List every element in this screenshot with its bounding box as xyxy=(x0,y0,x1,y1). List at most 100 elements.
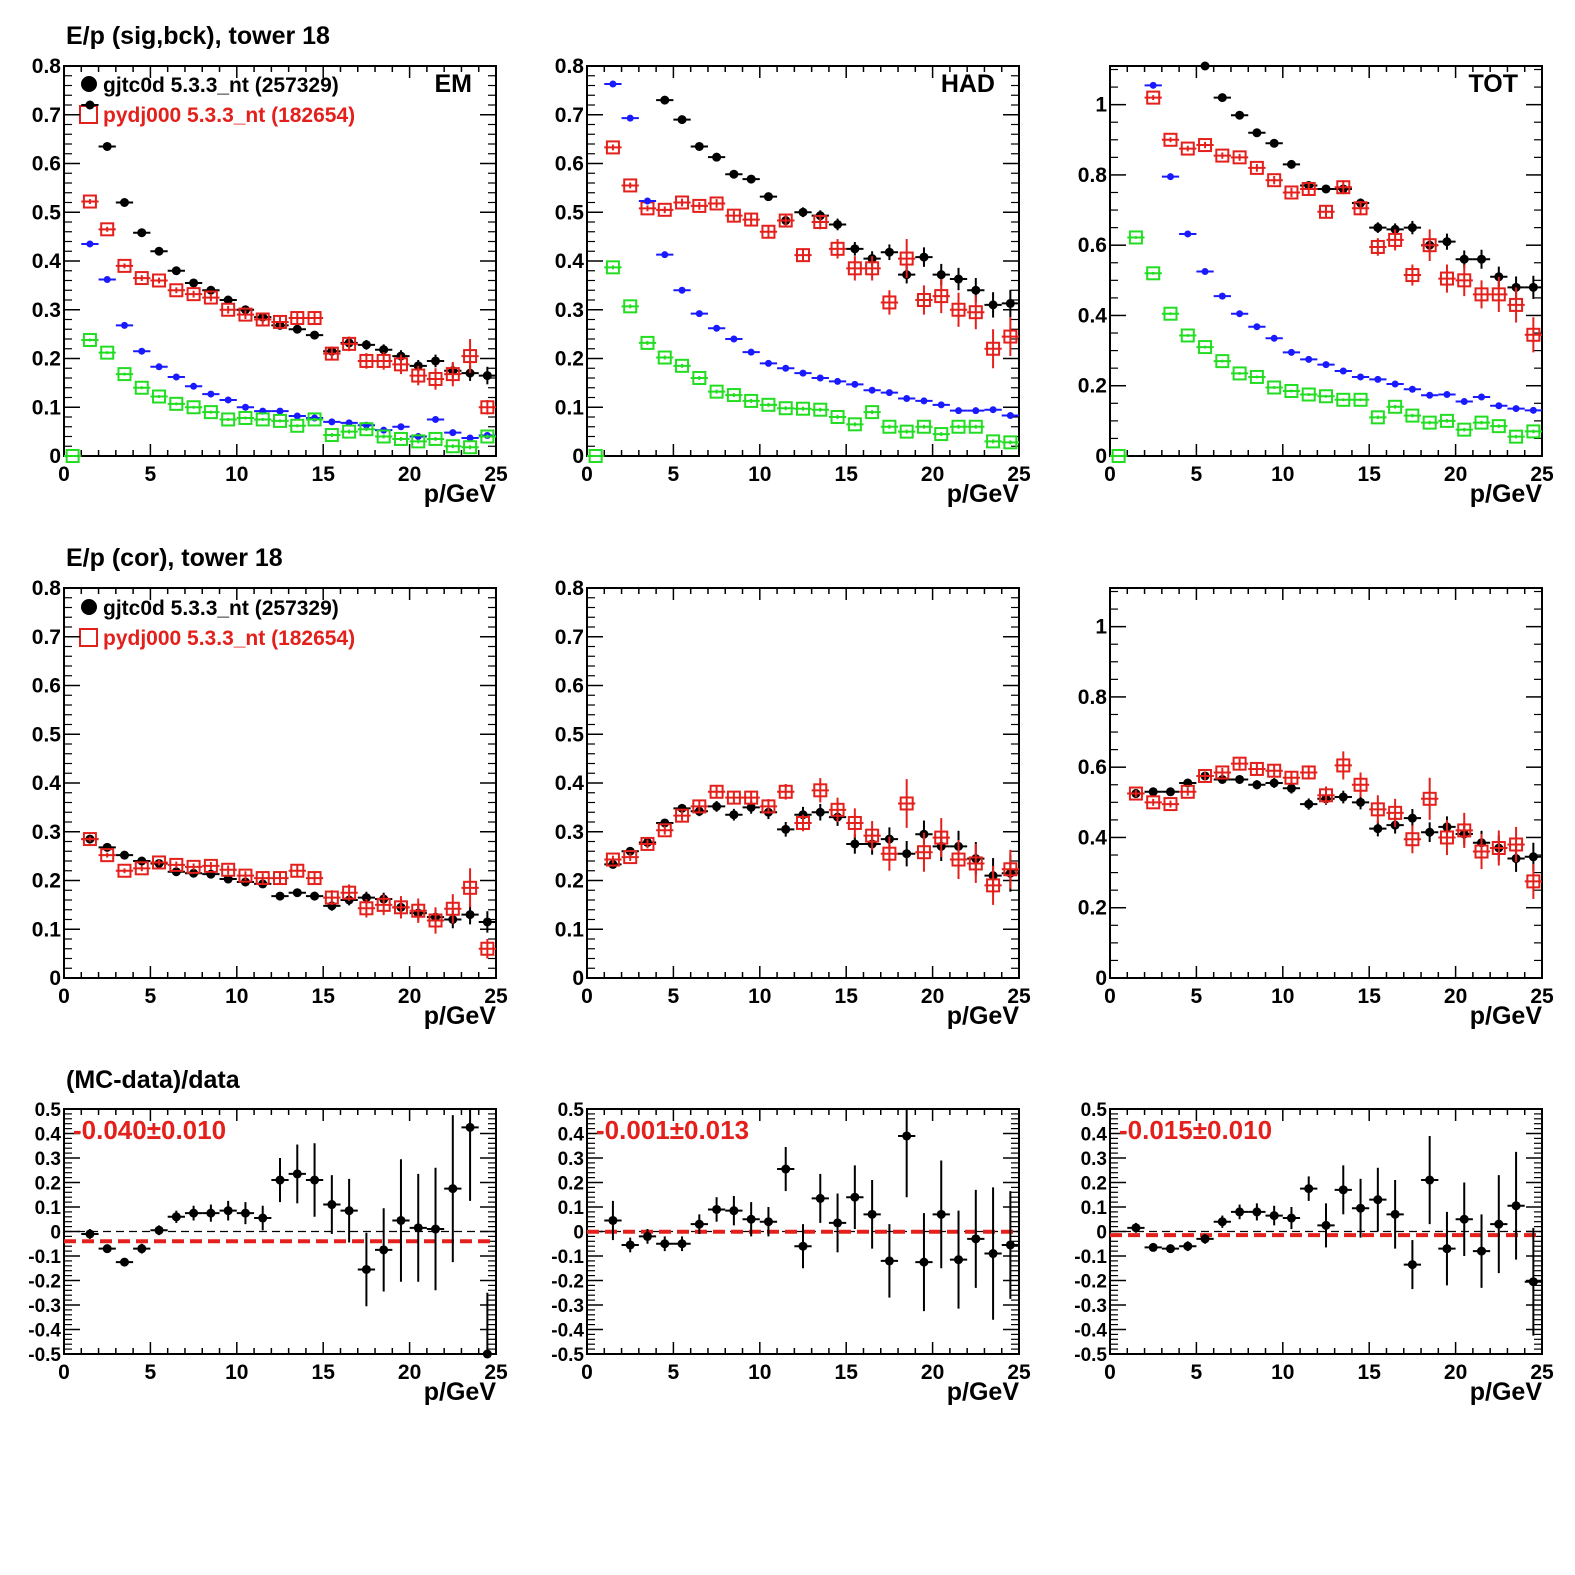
mc-marker xyxy=(307,871,322,886)
y-tick-label: -0.2 xyxy=(551,1272,584,1293)
data-point xyxy=(1282,783,1301,794)
mc-marker xyxy=(1526,874,1541,889)
data-point xyxy=(742,1202,760,1237)
sig-point xyxy=(880,389,899,397)
sig-marker xyxy=(816,374,824,382)
mc-marker xyxy=(203,290,218,305)
mc-marker xyxy=(1284,770,1299,785)
data-marker xyxy=(482,1349,492,1359)
sig-point xyxy=(638,197,657,205)
mc-point xyxy=(1507,287,1525,323)
mc-marker xyxy=(134,861,149,876)
data-point xyxy=(759,192,778,202)
data-marker xyxy=(154,246,164,256)
bck-marker xyxy=(238,410,253,425)
mc-point xyxy=(1144,90,1162,105)
data-point xyxy=(725,169,743,179)
sig-point xyxy=(202,390,220,398)
bck-marker xyxy=(1370,410,1385,425)
mc-marker xyxy=(934,289,949,304)
y-tick-label: -0.2 xyxy=(1074,1272,1107,1293)
mc-point xyxy=(323,346,341,361)
bck-point xyxy=(133,380,151,395)
data-point xyxy=(1196,61,1214,71)
mc-point xyxy=(1386,229,1404,251)
data-marker xyxy=(482,917,492,927)
y-tick-label: 0.2 xyxy=(32,870,61,893)
legend-mc-label: pydj000 5.3.3_nt (182654) xyxy=(103,627,355,650)
x-tick-label: 10 xyxy=(1271,463,1294,486)
data-marker xyxy=(729,169,739,179)
data-marker xyxy=(448,1184,458,1194)
data-marker xyxy=(1338,1185,1348,1195)
data-point xyxy=(133,228,151,238)
sig-point xyxy=(949,407,968,415)
bck-point xyxy=(219,412,237,427)
data-marker xyxy=(781,824,791,834)
bck-marker xyxy=(813,402,828,417)
bck-point xyxy=(949,419,968,434)
data-marker xyxy=(85,1229,95,1239)
data-marker xyxy=(292,1169,302,1179)
bck-marker xyxy=(1422,415,1437,430)
sig-marker xyxy=(1270,334,1278,342)
y-tick-label: 0 xyxy=(50,1223,61,1244)
x-tick-label: 15 xyxy=(835,1361,859,1384)
mc-point xyxy=(1524,317,1542,353)
mc-point xyxy=(340,884,358,901)
mc-point xyxy=(1334,180,1352,195)
y-tick-label: -0.1 xyxy=(1074,1247,1107,1268)
y-tick-label: 0.4 xyxy=(1078,304,1108,327)
series-data xyxy=(81,1109,496,1359)
data-marker xyxy=(223,295,233,305)
mc-marker xyxy=(1003,862,1018,877)
y-tick-label: -0.1 xyxy=(28,1247,61,1268)
row-title-sigbck: E/p (sig,bck), tower 18 xyxy=(66,22,330,50)
mc-marker xyxy=(221,302,236,317)
data-point xyxy=(357,1232,376,1307)
mc-point xyxy=(1230,150,1249,165)
fit-value-label: -0.001±0.013 xyxy=(596,1115,749,1145)
mc-marker xyxy=(709,784,724,799)
data-point xyxy=(288,888,306,898)
y-axis: 0 0.2 0.4 0.6 0.8 1 xyxy=(1078,590,1542,990)
data-marker xyxy=(1165,787,1175,797)
bck-marker xyxy=(986,434,1001,449)
bck-marker xyxy=(428,431,443,446)
bck-point xyxy=(1161,306,1180,321)
data-point xyxy=(1179,1241,1197,1252)
bck-marker xyxy=(324,428,339,443)
data-point xyxy=(115,198,134,207)
data-marker xyxy=(102,141,112,151)
mc-point xyxy=(375,894,393,916)
mc-marker xyxy=(152,273,167,288)
bck-marker xyxy=(1232,366,1247,381)
mc-point xyxy=(305,311,324,326)
data-point xyxy=(115,850,134,860)
mc-marker xyxy=(82,194,97,209)
data-point xyxy=(305,1143,324,1217)
data-point xyxy=(1386,1180,1404,1249)
x-tick-label: 5 xyxy=(145,463,157,486)
mc-marker xyxy=(1439,830,1454,845)
data-marker xyxy=(1252,128,1262,138)
mc-marker xyxy=(761,799,776,814)
bck-point xyxy=(604,260,622,275)
data-point xyxy=(288,1144,306,1204)
y-tick-label: 0.8 xyxy=(32,55,62,78)
sig-point xyxy=(288,412,306,420)
data-point xyxy=(115,1257,134,1267)
data-marker xyxy=(660,1239,670,1249)
sig-marker xyxy=(851,380,859,388)
data-marker xyxy=(815,1193,825,1203)
data-point xyxy=(1161,787,1180,797)
data-marker xyxy=(1338,792,1348,802)
mc-marker xyxy=(657,202,672,217)
data-point xyxy=(1282,1207,1301,1230)
mc-marker xyxy=(376,353,391,368)
mc-marker xyxy=(726,208,741,223)
data-point xyxy=(461,1109,479,1201)
sig-marker xyxy=(397,423,405,431)
data-point xyxy=(426,1167,445,1291)
bck-point xyxy=(1265,380,1283,395)
